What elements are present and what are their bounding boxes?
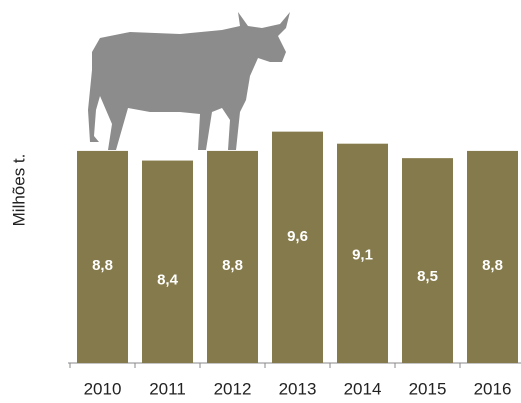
value-label: 9,6 bbox=[287, 228, 308, 245]
value-label: 8,8 bbox=[482, 257, 503, 274]
bar bbox=[207, 150, 258, 363]
x-tick-label: 2010 bbox=[84, 379, 122, 398]
bar bbox=[77, 150, 128, 363]
x-tick-label: 2014 bbox=[344, 379, 382, 398]
bar bbox=[337, 143, 388, 363]
value-label: 8,8 bbox=[222, 257, 243, 274]
value-label: 8,8 bbox=[92, 257, 113, 274]
bar bbox=[467, 150, 518, 363]
value-label: 8,5 bbox=[417, 268, 438, 285]
bar bbox=[272, 131, 323, 363]
x-tick-label: 2011 bbox=[149, 379, 186, 398]
bar bbox=[402, 158, 453, 363]
x-tick-label: 2013 bbox=[279, 379, 317, 398]
cow-silhouette bbox=[88, 12, 290, 150]
x-tick-label: 2012 bbox=[214, 379, 252, 398]
value-label: 8,4 bbox=[157, 272, 179, 289]
bar bbox=[142, 160, 193, 363]
x-tick-label: 2016 bbox=[474, 379, 512, 398]
x-tick-label: 2015 bbox=[409, 379, 447, 398]
value-label: 9,1 bbox=[352, 246, 373, 263]
y-axis-label: Milhões t. bbox=[9, 154, 28, 227]
